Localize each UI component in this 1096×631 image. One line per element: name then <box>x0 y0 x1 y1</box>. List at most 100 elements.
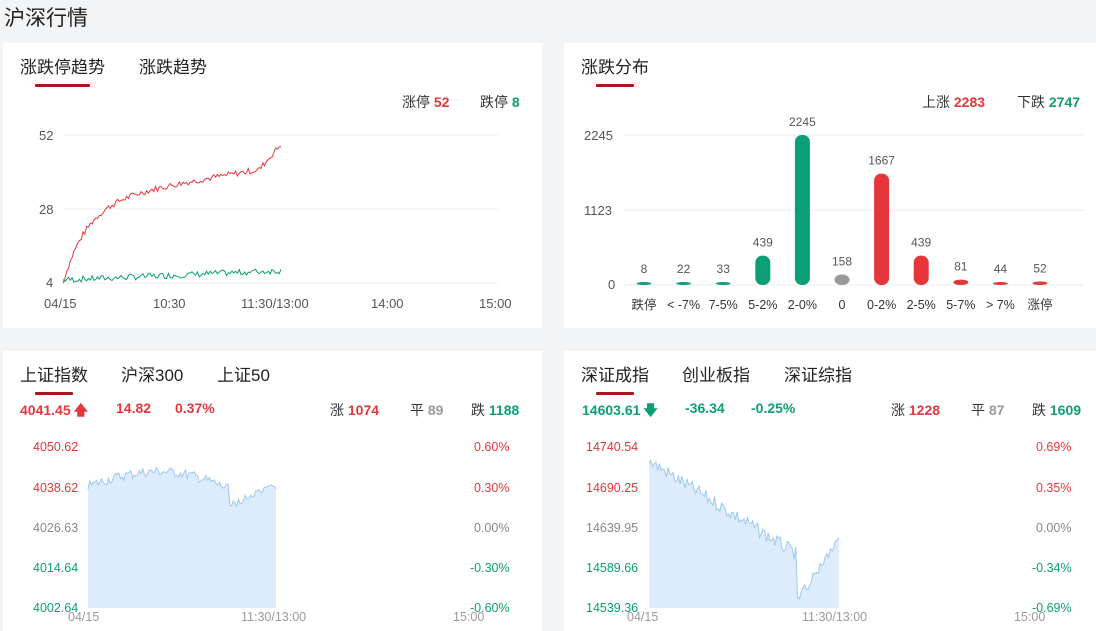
tab-limit-trend[interactable]: 涨跌停趋势 <box>20 53 105 87</box>
down-count-stat: 下跌 2747 <box>1017 92 1080 112</box>
left-tick: 4026.63 <box>33 521 78 535</box>
limit-trend-panel: 涨跌停趋势 涨跌趋势 涨停 52 跌停 8 52 28 4 04/15 10:3… <box>3 43 542 328</box>
limit-up-series-line <box>62 146 282 284</box>
right-tick: 0.00% <box>474 521 509 535</box>
fall-label: 跌 <box>1032 402 1046 418</box>
right-tick: 0.00% <box>1036 521 1071 535</box>
bar-value-label: 158 <box>832 254 852 268</box>
up-count-stat: 上涨 2283 <box>922 92 985 112</box>
category-label: 跌停 <box>631 297 656 312</box>
distribution-bar <box>636 282 652 285</box>
distribution-bar <box>1032 281 1048 285</box>
distribution-bar <box>953 279 969 285</box>
category-label: 5-2% <box>748 298 777 312</box>
category-label: > 7% <box>986 298 1015 312</box>
x-tick-label: 04/15 <box>627 610 658 624</box>
bar-value-label: 8 <box>641 262 648 276</box>
tab-sh-composite[interactable]: 上证指数 <box>20 361 88 395</box>
limit-up-label: 涨停 <box>402 94 430 110</box>
category-label: 0-2% <box>867 298 896 312</box>
rise-value: 1228 <box>908 402 941 418</box>
distribution-bar <box>794 135 810 285</box>
x-tick-label: 10:30 <box>153 296 186 311</box>
sz-index-panel: 深证成指 创业板指 深证综指 14603.61 🡇 -36.34 -0.25% 涨… <box>564 351 1096 631</box>
flat-value: 89 <box>427 402 444 418</box>
distribution-bar <box>676 282 692 285</box>
bar-value-label: 33 <box>717 262 731 276</box>
page-title: 沪深行情 <box>4 7 88 30</box>
bar-value-label: 22 <box>677 262 691 276</box>
right-tick: -0.34% <box>1032 561 1072 575</box>
tab-rise-fall-trend[interactable]: 涨跌趋势 <box>139 58 207 77</box>
sz-rise-stat: 涨 1228 <box>891 400 940 420</box>
arrow-up-icon: 🡅 <box>73 402 89 418</box>
flat-label: 平 <box>410 402 424 418</box>
bar-value-label: 1667 <box>868 154 895 168</box>
sh-intraday-chart: 4050.62 4038.62 4026.63 4014.64 4002.64 … <box>33 440 510 624</box>
sz-pct: -0.25% <box>751 400 796 416</box>
sz-price-area <box>649 460 839 608</box>
x-tick-label: 15:00 <box>479 296 512 311</box>
rise-label: 涨 <box>891 402 905 418</box>
sh-price-line <box>87 466 277 508</box>
y-tick-label: 4 <box>46 275 53 290</box>
category-label: 涨停 <box>1027 297 1052 312</box>
limit-trend-chart: 52 28 4 04/15 10:30 11:30/13:00 14:00 15… <box>39 128 512 311</box>
x-tick-label: 15:00 <box>1014 610 1045 624</box>
left-tick: 14639.95 <box>586 521 638 535</box>
rise-label: 涨 <box>330 402 344 418</box>
distribution-bar <box>715 282 731 285</box>
tab-distribution[interactable]: 涨跌分布 <box>581 53 649 87</box>
limit-down-label: 跌停 <box>480 94 508 110</box>
category-label: 2-0% <box>788 298 817 312</box>
limit-down-stat: 跌停 8 <box>480 92 520 112</box>
right-tick: 0.69% <box>1036 440 1071 454</box>
tab-sz-component[interactable]: 深证成指 <box>581 361 649 395</box>
y-tick-label: 1123 <box>584 203 612 218</box>
x-tick-label: 14:00 <box>371 296 404 311</box>
down-count-value: 2747 <box>1048 94 1081 110</box>
bar-value-label: 81 <box>954 260 968 274</box>
tab-chinext[interactable]: 创业板指 <box>682 366 750 385</box>
bar-value-label: 52 <box>1033 262 1047 276</box>
x-tick-label: 11:30/13:00 <box>241 610 306 624</box>
sh-change: 14.82 <box>116 400 152 416</box>
limit-up-value: 52 <box>433 94 450 110</box>
right-tick: 0.30% <box>474 481 509 495</box>
sz-price-line <box>648 458 840 600</box>
sh-flat-stat: 平 89 <box>410 400 443 420</box>
right-tick: 0.35% <box>1036 481 1071 495</box>
sh-price: 4041.45 🡅 <box>20 400 88 424</box>
x-tick-label: 11:30/13:00 <box>241 296 309 311</box>
rise-value: 1074 <box>347 402 380 418</box>
up-count-value: 2283 <box>953 94 986 110</box>
left-tick: 4014.64 <box>33 561 78 575</box>
tab-sz-composite[interactable]: 深证综指 <box>784 366 852 385</box>
category-label: 7-5% <box>709 298 738 312</box>
y-tick-label: 28 <box>39 202 53 217</box>
fall-value: 1188 <box>488 402 520 418</box>
sh-index-panel: 上证指数 沪深300 上证50 4041.45 🡅 14.82 0.37% 涨 1… <box>3 351 542 631</box>
distribution-bar <box>874 173 890 285</box>
fall-label: 跌 <box>471 402 485 418</box>
sz-price: 14603.61 🡇 <box>582 400 658 424</box>
category-label: 0 <box>839 298 846 312</box>
tab-csi300[interactable]: 沪深300 <box>121 366 184 385</box>
x-tick-label: 04/15 <box>68 610 99 624</box>
tab-sse50[interactable]: 上证50 <box>217 366 270 385</box>
sz-fall-stat: 跌 1609 <box>1032 400 1081 420</box>
right-tick: -0.30% <box>470 561 510 575</box>
sh-rise-stat: 涨 1074 <box>330 400 379 420</box>
fall-value: 1609 <box>1049 402 1082 418</box>
distribution-panel: 涨跌分布 上涨 2283 下跌 2747 2245 1123 0 8 跌停 22 < … <box>564 43 1096 328</box>
right-tick: -0.60% <box>470 601 510 615</box>
category-label: 2-5% <box>907 298 936 312</box>
left-tick: 4038.62 <box>33 481 78 495</box>
sz-change: -36.34 <box>685 400 725 416</box>
limit-up-stat: 涨停 52 <box>402 92 449 112</box>
sz-intraday-chart: 14740.54 14690.25 14639.95 14589.66 1453… <box>586 440 1072 624</box>
arrow-down-icon: 🡇 <box>643 402 658 418</box>
left-tick: 4050.62 <box>33 440 78 454</box>
distribution-bar <box>913 255 929 285</box>
left-tick: 14740.54 <box>586 440 638 454</box>
